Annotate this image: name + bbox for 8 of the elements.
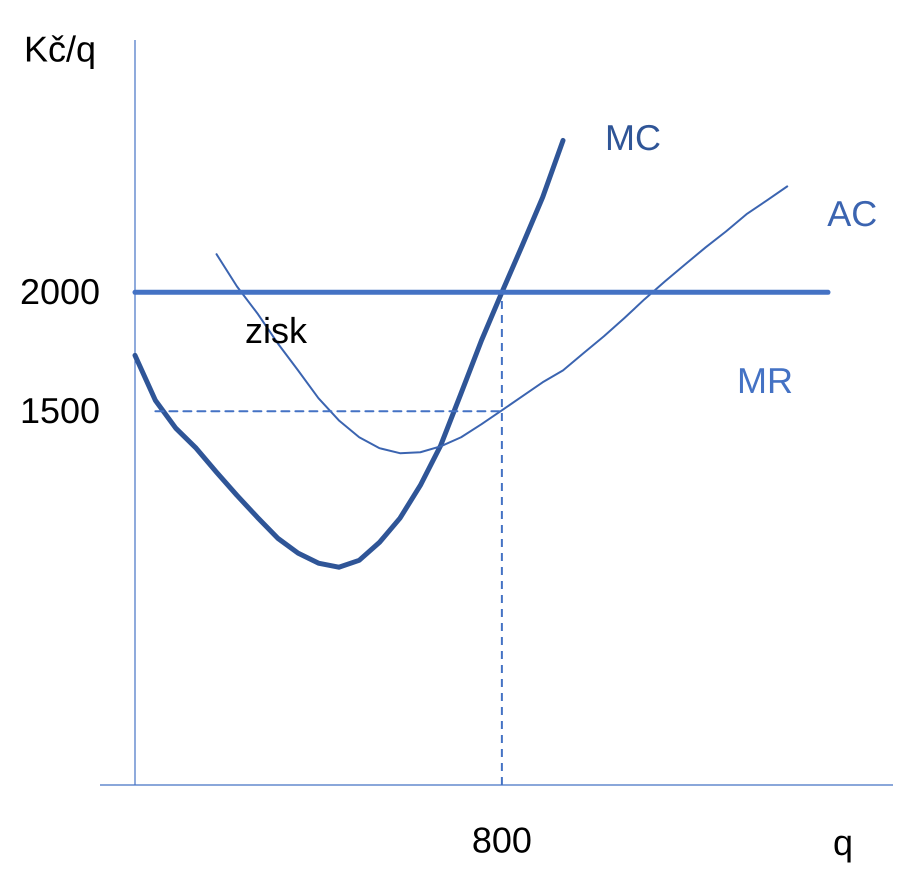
y-tick-label: 2000 xyxy=(20,270,100,312)
series-label: MC xyxy=(605,116,662,158)
y-axis-title: Kč/q xyxy=(24,28,96,70)
x-tick-label: 800 xyxy=(472,820,532,861)
series-label: MR xyxy=(737,360,793,401)
series-label: AC xyxy=(827,192,878,234)
y-tick-label: 1500 xyxy=(20,390,100,431)
x-axis-title: q xyxy=(832,822,854,863)
